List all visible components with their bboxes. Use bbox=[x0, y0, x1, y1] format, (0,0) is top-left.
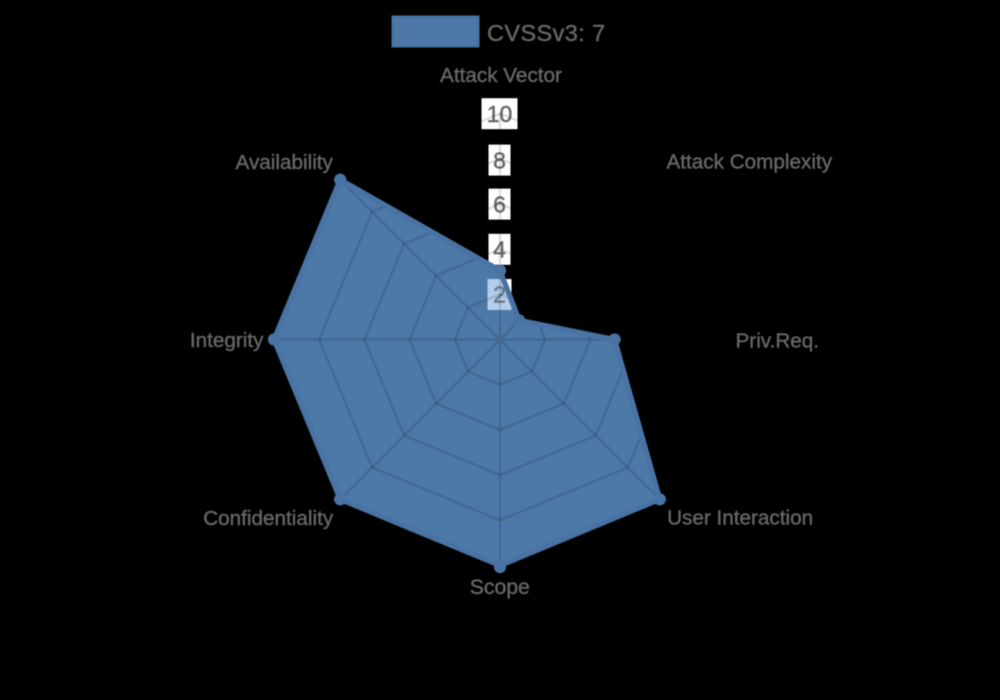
svg-text:10: 10 bbox=[487, 101, 513, 127]
svg-text:CVSSv3: 7: CVSSv3: 7 bbox=[487, 20, 606, 46]
svg-text:User Interaction: User Interaction bbox=[667, 506, 813, 529]
svg-text:Scope: Scope bbox=[470, 576, 530, 599]
svg-text:Integrity: Integrity bbox=[190, 329, 264, 352]
svg-text:6: 6 bbox=[493, 191, 506, 217]
svg-text:Attack Vector: Attack Vector bbox=[440, 64, 562, 87]
svg-text:Priv.Req.: Priv.Req. bbox=[736, 330, 820, 353]
svg-text:4: 4 bbox=[493, 237, 506, 263]
svg-text:Confidentiality: Confidentiality bbox=[203, 507, 334, 530]
svg-text:Availability: Availability bbox=[236, 151, 334, 174]
svg-text:8: 8 bbox=[493, 147, 506, 173]
svg-text:2: 2 bbox=[493, 282, 506, 308]
svg-text:Attack Complexity: Attack Complexity bbox=[667, 151, 833, 174]
